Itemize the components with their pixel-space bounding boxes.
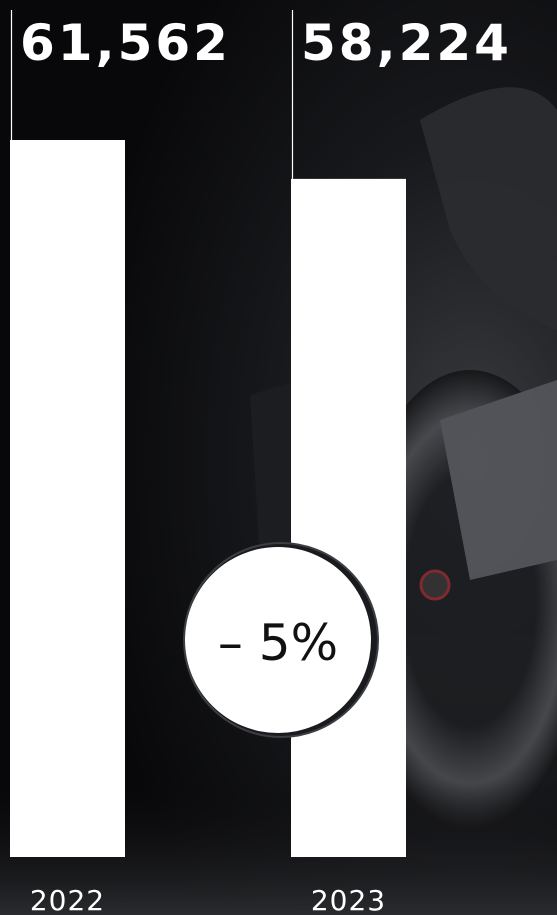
change-badge: – 5% xyxy=(183,542,379,738)
x-tick-label: 2023 xyxy=(311,884,386,915)
badge-circle xyxy=(185,547,371,733)
bar xyxy=(10,140,125,857)
plot: 61,562 2022 58,224 2023 xyxy=(10,10,512,915)
change-annotation: – 5% xyxy=(218,614,338,672)
value-label: 61,562 xyxy=(20,14,231,72)
value-label: 58,224 xyxy=(301,14,512,72)
x-tick-label: 2022 xyxy=(30,884,105,915)
bar xyxy=(291,178,406,857)
